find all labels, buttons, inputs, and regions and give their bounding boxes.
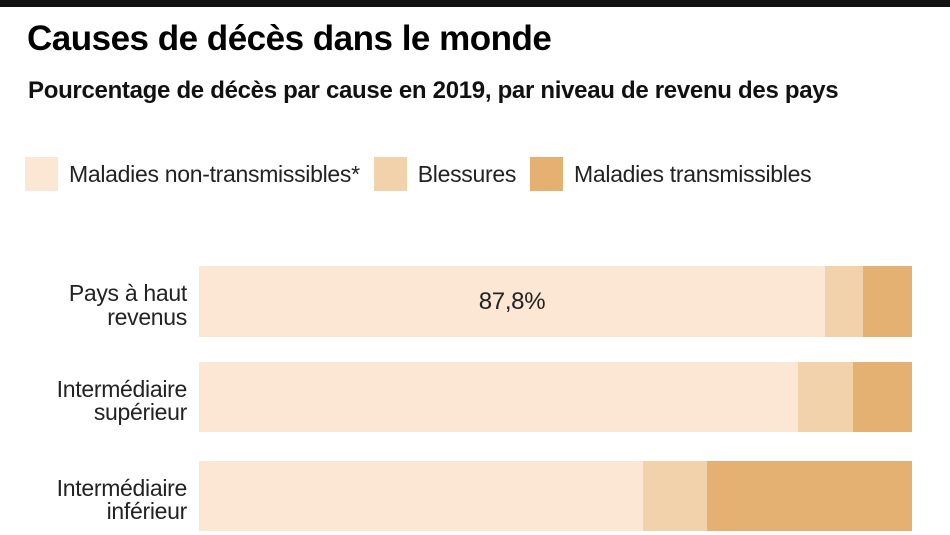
legend-item-transmissibles: Maladies transmissibles bbox=[530, 157, 812, 191]
category-label: Pays à haut revenus bbox=[68, 280, 187, 330]
legend-item-non-transmissibles: Maladies non-transmissibles* bbox=[25, 157, 360, 191]
segment-non-transmissibles: 87,8% bbox=[199, 266, 825, 337]
legend-swatch-non-transmissibles bbox=[25, 157, 58, 191]
segment-transmissibles bbox=[706, 461, 912, 531]
segment-transmissibles bbox=[852, 362, 912, 432]
category-label: Intermédiaire inférieur bbox=[56, 474, 188, 524]
legend-label: Maladies transmissibles bbox=[574, 160, 812, 187]
bar-high-income: 87,8% bbox=[199, 266, 912, 337]
segment-blessures bbox=[643, 461, 707, 531]
segment-transmissibles bbox=[862, 266, 912, 337]
segment-non-transmissibles bbox=[199, 461, 644, 531]
bar-value-label: 87,8% bbox=[478, 287, 546, 315]
legend-swatch-blessures bbox=[373, 157, 407, 191]
chart-row-high-income: Pays à haut revenus 87,8% bbox=[0, 266, 950, 337]
legend: Maladies non-transmissibles* Blessures M… bbox=[25, 157, 945, 191]
legend-label: Maladies non-transmissibles* bbox=[69, 160, 360, 187]
legend-swatch-transmissibles bbox=[530, 157, 564, 191]
page-title: Causes de décès dans le monde bbox=[27, 19, 552, 58]
segment-blessures bbox=[825, 266, 863, 337]
segment-non-transmissibles bbox=[199, 362, 798, 432]
bar-upper-middle bbox=[199, 362, 912, 432]
segment-blessures bbox=[797, 362, 853, 432]
legend-label: Blessures bbox=[417, 160, 517, 187]
bar-lower-middle bbox=[199, 461, 912, 531]
category-label: Intermédiaire supérieur bbox=[56, 375, 188, 425]
chart-row-lower-middle: Intermédiaire inférieur bbox=[0, 461, 950, 531]
page-subtitle: Pourcentage de décès par cause en 2019, … bbox=[28, 77, 839, 104]
chart-row-upper-middle: Intermédiaire supérieur bbox=[0, 362, 950, 432]
top-accent-bar bbox=[0, 0, 950, 7]
legend-item-blessures: Blessures bbox=[373, 157, 517, 191]
